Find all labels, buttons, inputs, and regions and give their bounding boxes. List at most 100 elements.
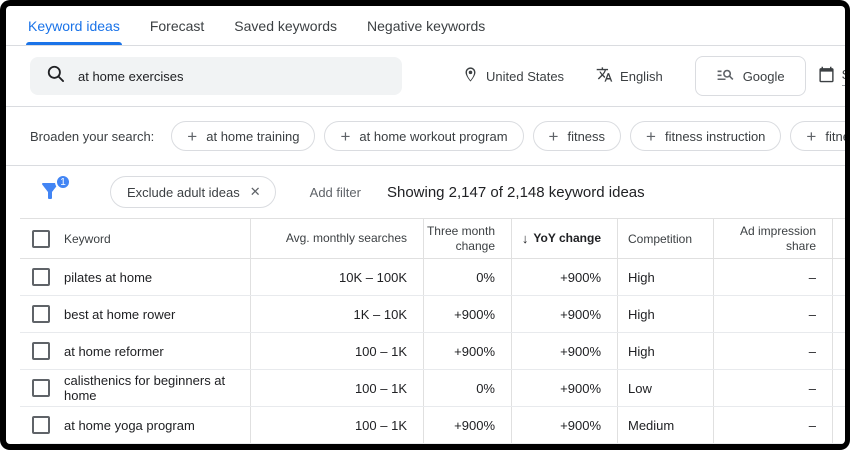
row-checkbox[interactable]: [32, 268, 50, 286]
date-range-label: Sep 2023 – Aug: [841, 67, 845, 86]
avg-monthly-searches-cell: 10K – 100K: [250, 259, 423, 295]
avg-monthly-searches-cell: 100 – 1K: [250, 370, 423, 406]
keyword-cell: at home reformer: [64, 343, 164, 359]
search-value: at home exercises: [78, 68, 184, 84]
col-header-ad-impression-share[interactable]: Ad impression share: [713, 219, 832, 258]
plus-icon: +: [340, 126, 351, 146]
tab-negative-keywords[interactable]: Negative keywords: [367, 17, 486, 34]
language-selector[interactable]: English: [596, 66, 663, 86]
table-row[interactable]: at home reformer 100 – 1K +900% +900% Hi…: [20, 333, 845, 370]
three-month-change-cell: +900%: [423, 296, 511, 332]
tab-saved-keywords[interactable]: Saved keywords: [234, 17, 338, 34]
competition-cell: High: [617, 259, 713, 295]
add-filter-button[interactable]: Add filter: [309, 184, 361, 200]
broaden-chip-at-home-workout-program[interactable]: + at home workout program: [324, 121, 524, 151]
ad-impression-share-cell: –: [713, 370, 832, 406]
ad-impression-share-cell: –: [713, 333, 832, 369]
tab-bar: Keyword ideas Forecast Saved keywords Ne…: [6, 6, 845, 46]
row-checkbox[interactable]: [32, 416, 50, 434]
table-row[interactable]: pilates at home 10K – 100K 0% +900% High…: [20, 259, 845, 296]
competition-cell: Low: [617, 370, 713, 406]
language-label: English: [620, 68, 663, 84]
col-header-label: YoY change: [533, 231, 601, 245]
ad-impression-share-cell: –: [713, 407, 832, 443]
yoy-change-cell: +900%: [511, 259, 617, 295]
date-range-selector[interactable]: Sep 2023 – Aug: [818, 66, 845, 86]
avg-monthly-searches-cell: 1K – 10K: [250, 296, 423, 332]
three-month-change-cell: +900%: [423, 407, 511, 443]
keyword-search-input[interactable]: at home exercises: [30, 57, 402, 95]
broaden-chip-at-home-training[interactable]: + at home training: [171, 121, 316, 151]
row-checkbox[interactable]: [32, 342, 50, 360]
row-checkbox[interactable]: [32, 379, 50, 397]
three-month-change-cell: +900%: [423, 333, 511, 369]
tab-keyword-ideas[interactable]: Keyword ideas: [26, 6, 122, 45]
avg-monthly-searches-cell: 100 – 1K: [250, 333, 423, 369]
row-checkbox[interactable]: [32, 305, 50, 323]
yoy-change-cell: +900%: [511, 333, 617, 369]
keyword-cell: calisthenics for beginners at home: [64, 373, 226, 403]
table-row[interactable]: at home yoga program 100 – 1K +900% +900…: [20, 407, 845, 444]
cutoff-cell: [832, 259, 845, 295]
translate-icon: [596, 66, 613, 86]
tab-forecast[interactable]: Forecast: [149, 17, 205, 34]
plus-icon: +: [806, 126, 817, 146]
active-filter-chip[interactable]: Exclude adult ideas ✕: [110, 176, 276, 208]
broaden-chip-fitness[interactable]: + fitness: [532, 121, 622, 151]
calendar-icon: [818, 66, 835, 86]
avg-monthly-searches-cell: 100 – 1K: [250, 407, 423, 443]
col-header-cutoff: [832, 219, 845, 258]
competition-cell: Medium: [617, 407, 713, 443]
table-row[interactable]: best at home rower 1K – 10K +900% +900% …: [20, 296, 845, 333]
table-header-row: Keyword Avg. monthly searches Three mont…: [20, 219, 845, 259]
remove-filter-icon[interactable]: ✕: [249, 184, 261, 199]
competition-cell: High: [617, 296, 713, 332]
broaden-chip-fitness-instruction[interactable]: + fitness instruction: [630, 121, 782, 151]
chip-label: at home workout program: [359, 128, 508, 144]
broaden-search-row: Broaden your search: + at home training +…: [6, 107, 845, 166]
search-icon: [46, 64, 66, 89]
plus-icon: +: [187, 126, 198, 146]
results-summary: Showing 2,147 of 2,148 keyword ideas: [386, 183, 645, 201]
three-month-change-cell: 0%: [423, 370, 511, 406]
plus-icon: +: [548, 126, 559, 146]
keyword-cell: at home yoga program: [64, 417, 195, 433]
col-header-avg-monthly-searches[interactable]: Avg. monthly searches: [250, 219, 423, 258]
select-all-checkbox[interactable]: [32, 229, 50, 248]
cutoff-cell: [832, 296, 845, 332]
broaden-chip-fitness-classes[interactable]: + fitness classes: [790, 121, 845, 151]
col-header-three-month-change[interactable]: Three month change: [423, 219, 511, 258]
yoy-change-cell: +900%: [511, 407, 617, 443]
competition-cell: High: [617, 333, 713, 369]
cutoff-cell: [832, 333, 845, 369]
broaden-label: Broaden your search:: [30, 128, 155, 144]
yoy-change-cell: +900%: [511, 296, 617, 332]
col-header-competition[interactable]: Competition: [617, 219, 713, 258]
cutoff-cell: [832, 407, 845, 443]
col-header-keyword[interactable]: Keyword: [64, 231, 111, 246]
filter-count-badge: 1: [55, 174, 71, 190]
cutoff-cell: [832, 370, 845, 406]
sort-descending-icon: ↓: [521, 231, 529, 246]
location-label: United States: [486, 68, 565, 84]
ad-impression-share-cell: –: [713, 259, 832, 295]
filter-bar: 1 Exclude adult ideas ✕ Add filter Showi…: [6, 166, 845, 218]
col-header-yoy-change[interactable]: ↓ YoY change: [511, 219, 617, 258]
keyword-cell: best at home rower: [64, 306, 176, 322]
search-toolbar: at home exercises United States English …: [6, 46, 845, 107]
ad-impression-share-cell: –: [713, 296, 832, 332]
keyword-planner-window: Keyword ideas Forecast Saved keywords Ne…: [6, 6, 845, 444]
three-month-change-cell: 0%: [423, 259, 511, 295]
manage-search-icon: [716, 65, 735, 87]
chip-label: fitness classes: [825, 128, 845, 144]
table-row[interactable]: calisthenics for beginners at home 100 –…: [20, 370, 845, 407]
location-selector[interactable]: United States: [462, 66, 564, 86]
active-filter-label: Exclude adult ideas: [127, 184, 240, 200]
network-selector[interactable]: Google: [694, 56, 806, 96]
filter-funnel-icon[interactable]: 1: [38, 174, 71, 205]
keyword-ideas-table: Keyword Avg. monthly searches Three mont…: [20, 218, 845, 444]
chip-label: fitness instruction: [664, 128, 766, 144]
chip-label: at home training: [206, 128, 300, 144]
plus-icon: +: [646, 126, 656, 146]
